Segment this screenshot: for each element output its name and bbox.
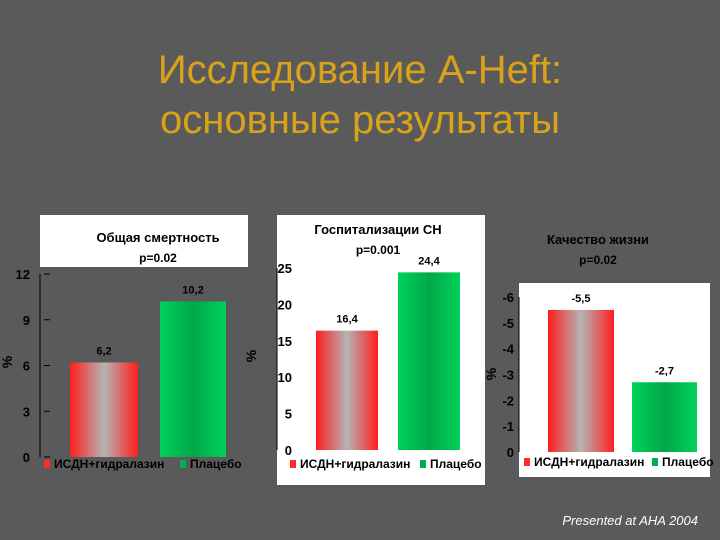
chart1-y-axis-label: % <box>0 355 15 368</box>
chart2-title: Госпитализации СН <box>314 222 441 237</box>
slide-title-line-1: Исследование A-Heft: <box>157 48 563 92</box>
chart3-tick-label: -6 <box>502 290 514 305</box>
chart2-legend-label-1: ИСДН+гидралазин <box>300 457 410 471</box>
chart2-tick-label: 0 <box>285 443 292 458</box>
chart2-tick-label: 20 <box>278 297 292 312</box>
chart2-subtitle: p=0.001 <box>356 243 401 257</box>
chart3-value-label-1: -5,5 <box>572 293 591 305</box>
chart3-legend-swatch-1 <box>524 458 530 466</box>
chart2-bar-2 <box>398 272 460 450</box>
chart2-legend-swatch-1 <box>290 460 296 468</box>
chart3-bar-1 <box>548 309 614 452</box>
chart3-legend-swatch-2 <box>652 458 658 466</box>
chart2-tick-label: 15 <box>278 334 292 349</box>
chart2-tick-label: 5 <box>285 407 292 422</box>
chart2-value-label-1: 16,4 <box>336 314 358 326</box>
chart1-legend-label-1: ИСДН+гидралазин <box>54 457 164 471</box>
chart3-tick-label: -3 <box>502 368 514 383</box>
chart1-tick-label: 9 <box>23 313 30 328</box>
chart3-legend-label-2: Плацебо <box>662 455 714 469</box>
chart1-tick-label: 0 <box>23 450 30 465</box>
chart1-title: Общая смертность <box>96 230 219 245</box>
chart1-value-label-1: 6,2 <box>96 345 111 357</box>
chart3-tick-label: 0 <box>507 445 514 460</box>
chart3-tick-label: -4 <box>502 342 514 357</box>
slide-title-line-2: основные результаты <box>159 98 561 142</box>
chart3-tick-label: -2 <box>502 393 514 408</box>
chart2-y-axis-label: % <box>243 349 259 362</box>
chart2-legend-label-2: Плацебо <box>430 457 482 471</box>
chart2-legend-swatch-2 <box>420 460 426 468</box>
chart3-title: Качество жизни <box>547 232 649 247</box>
chart1-tick-label: 12 <box>16 267 30 282</box>
chart2-bar-1 <box>316 330 378 450</box>
chart1-value-label-2: 10,2 <box>182 284 203 296</box>
chart3-tick-label: -1 <box>502 419 514 434</box>
chart1-bar-1 <box>70 362 138 457</box>
chart3-subtitle: p=0.02 <box>579 253 617 267</box>
chart1-plot-area <box>40 215 248 267</box>
chart1-legend-swatch-1 <box>44 460 50 468</box>
chart2-tick-label: 10 <box>278 370 292 385</box>
chart3-tick-label: -5 <box>502 316 514 331</box>
chart3-legend-label-1: ИСДН+гидралазин <box>534 455 644 469</box>
chart1-tick-label: 3 <box>23 404 30 419</box>
chart3-bar-2 <box>632 382 697 452</box>
chart1-legend-label-2: Плацебо <box>190 457 242 471</box>
chart1-tick-label: 6 <box>23 359 30 374</box>
chart3-y-axis-label: % <box>483 367 499 380</box>
chart2-value-label-2: 24,4 <box>418 255 440 267</box>
footer-source: Presented at AHA 2004 <box>562 513 698 528</box>
chart2-tick-label: 25 <box>278 261 292 276</box>
chart3-value-label-2: -2,7 <box>655 365 674 377</box>
chart1-legend-swatch-2 <box>180 460 186 468</box>
chart1-bar-2 <box>160 301 226 457</box>
chart1-subtitle: p=0.02 <box>139 251 177 265</box>
